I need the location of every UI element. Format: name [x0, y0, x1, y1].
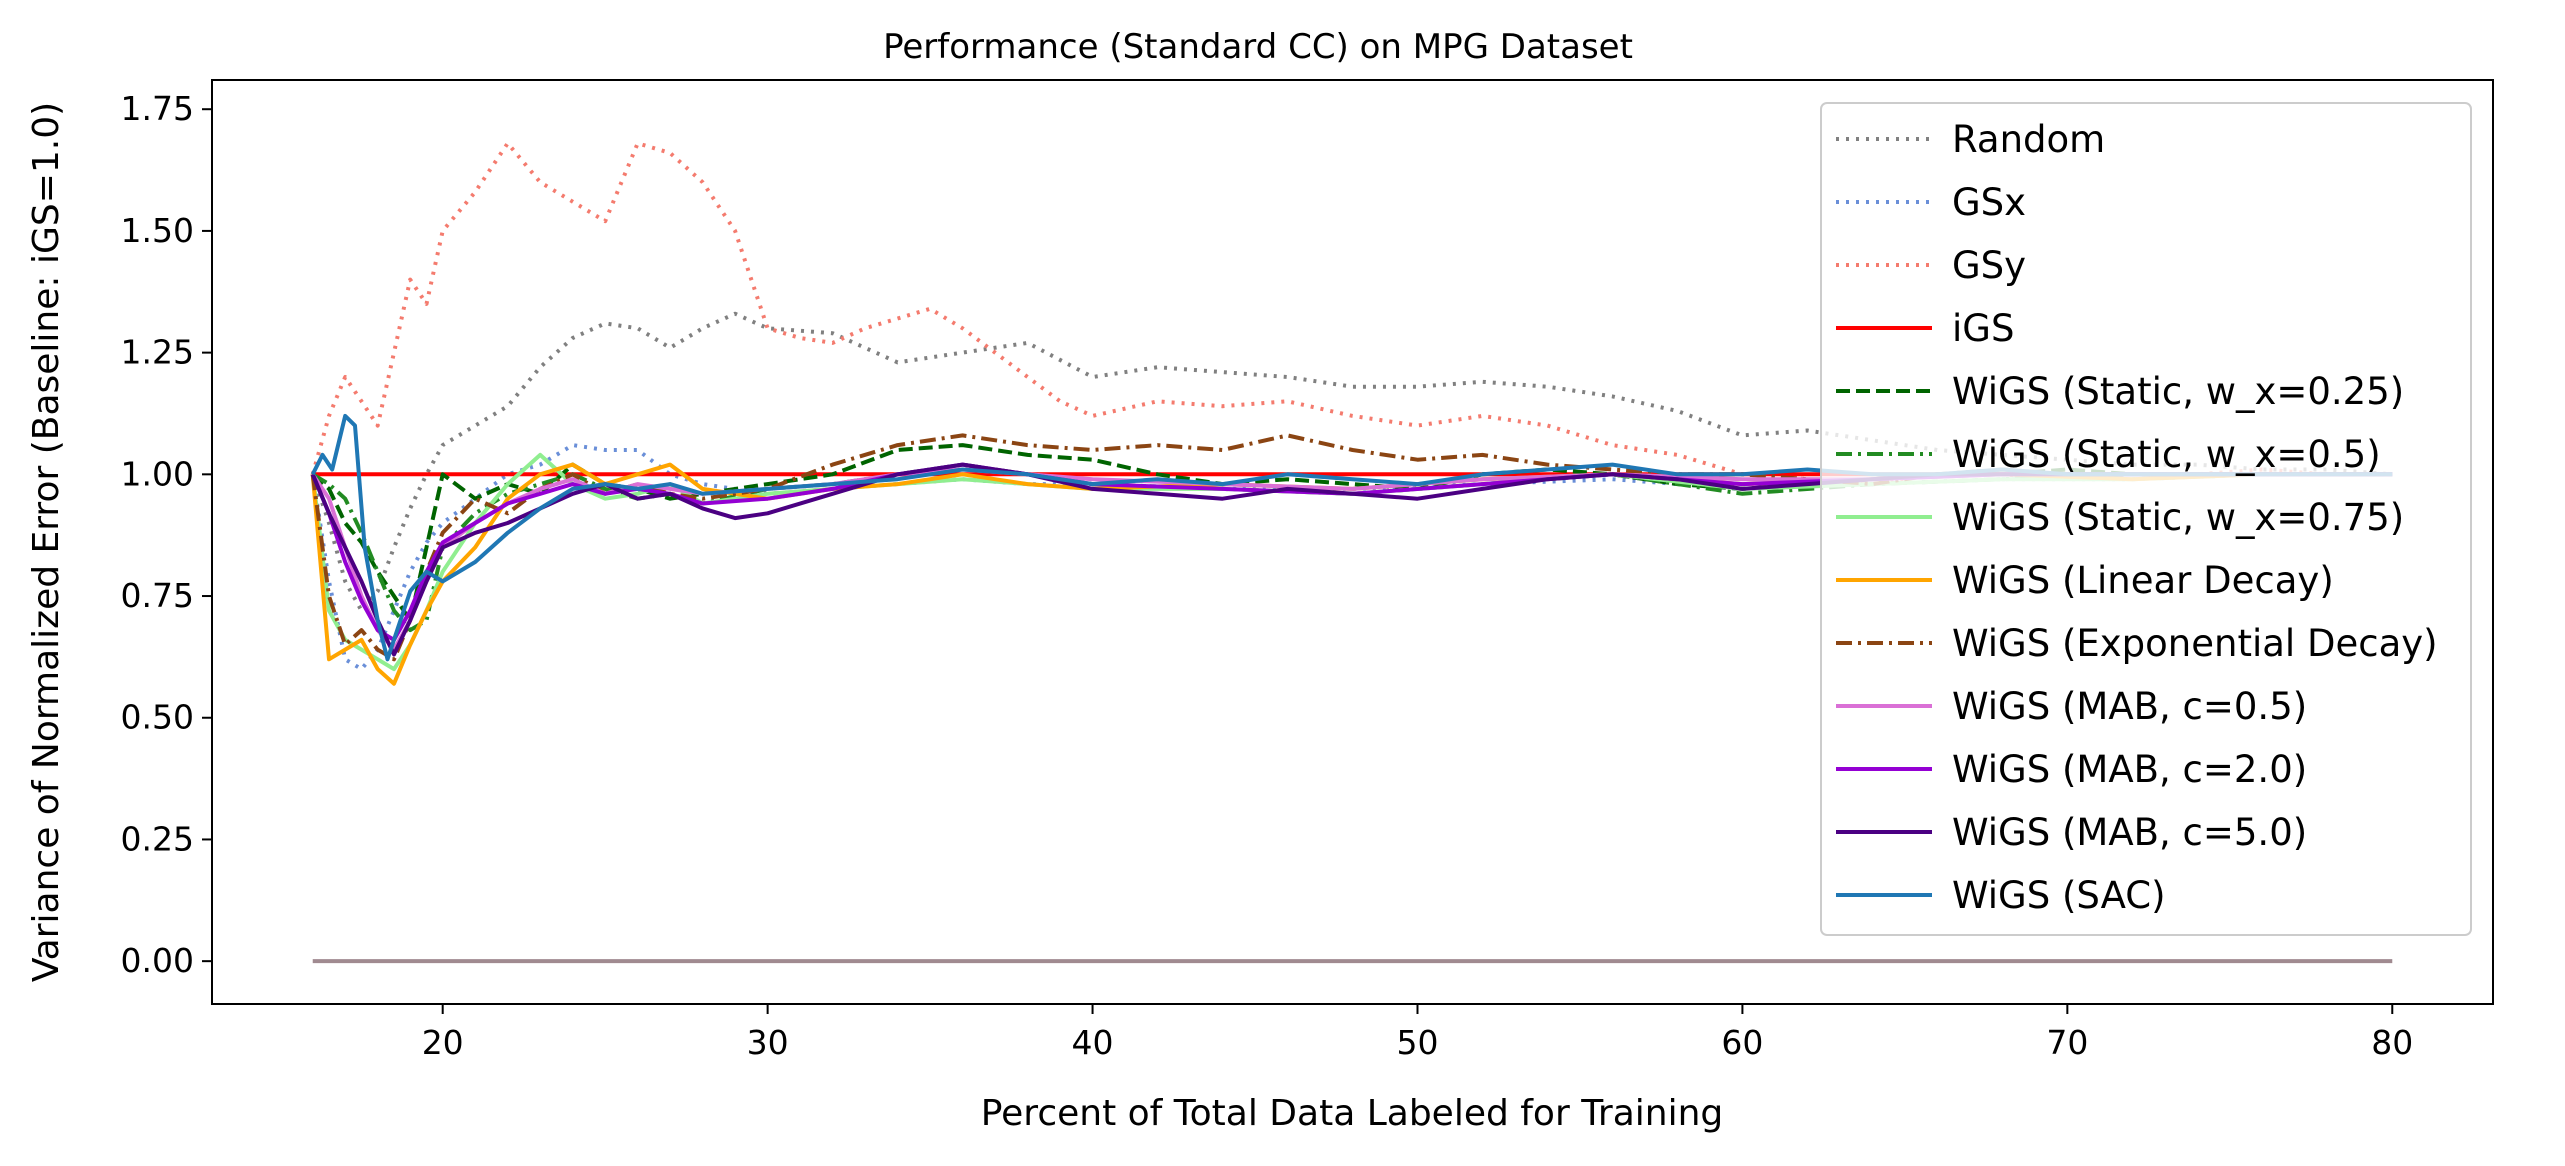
y-tick-label: 1.50 [121, 211, 194, 250]
y-tick-label: 1.75 [121, 89, 194, 128]
legend-label-wigs-mab-c-0-5: WiGS (MAB, c=0.5) [1952, 685, 2307, 728]
y-tick-label: 0.25 [121, 819, 194, 858]
x-tick-label: 80 [2371, 1023, 2413, 1062]
legend: Random GSx GSy iGS WiGS (Static, w_x=0.25) Wi… [1820, 102, 2472, 936]
plot-frame [211, 79, 2494, 1005]
x-tick-label: 60 [1721, 1023, 1763, 1062]
legend-label-wigs-static-w-x-0-25: WiGS (Static, w_x=0.25) [1952, 370, 2404, 413]
legend-label-gsx: GSx [1952, 181, 2026, 224]
legend-label-wigs-mab-c-5-0: WiGS (MAB, c=5.0) [1952, 811, 2307, 854]
legend-label-wigs-static-w-x-0-5: WiGS (Static, w_x=0.5) [1952, 433, 2381, 476]
chart-title: Performance (Standard CC) on MPG Dataset [883, 27, 1633, 67]
y-axis-label: Variance of Normalized Error (Baseline: … [26, 102, 67, 982]
y-tick-label: 1.00 [121, 454, 194, 493]
legend-label-wigs-linear-decay: WiGS (Linear Decay) [1952, 559, 2334, 602]
x-tick-label: 70 [2046, 1023, 2088, 1062]
legend-label-wigs-exponential-decay: WiGS (Exponential Decay) [1952, 622, 2438, 665]
x-tick-label: 40 [1072, 1023, 1114, 1062]
y-tick-label: 0.50 [121, 698, 194, 737]
y-tick-label: 0.75 [121, 576, 194, 615]
legend-label-igs: iGS [1952, 307, 2014, 350]
y-tick-label: 0.00 [121, 941, 194, 980]
x-axis-ticks: 20 30 40 50 60 70 80 [422, 1004, 2413, 1062]
legend-label-wigs-static-w-x-0-75: WiGS (Static, w_x=0.75) [1952, 496, 2404, 539]
legend-label-gsy: GSy [1952, 244, 2026, 287]
legend-box [1820, 102, 2472, 936]
y-tick-label: 1.25 [121, 333, 194, 372]
legend-label-wigs-mab-c-2-0: WiGS (MAB, c=2.0) [1952, 748, 2307, 791]
x-tick-label: 30 [747, 1023, 789, 1062]
legend-label-random: Random [1952, 118, 2105, 161]
legend-label-wigs-sac: WiGS (SAC) [1952, 874, 2166, 917]
x-axis-label: Percent of Total Data Labeled for Traini… [981, 1093, 1724, 1134]
x-tick-label: 50 [1396, 1023, 1438, 1062]
x-tick-label: 20 [422, 1023, 464, 1062]
y-axis-ticks: 0.00 0.25 0.50 0.75 1.00 1.25 1.50 1.75 [121, 89, 212, 980]
